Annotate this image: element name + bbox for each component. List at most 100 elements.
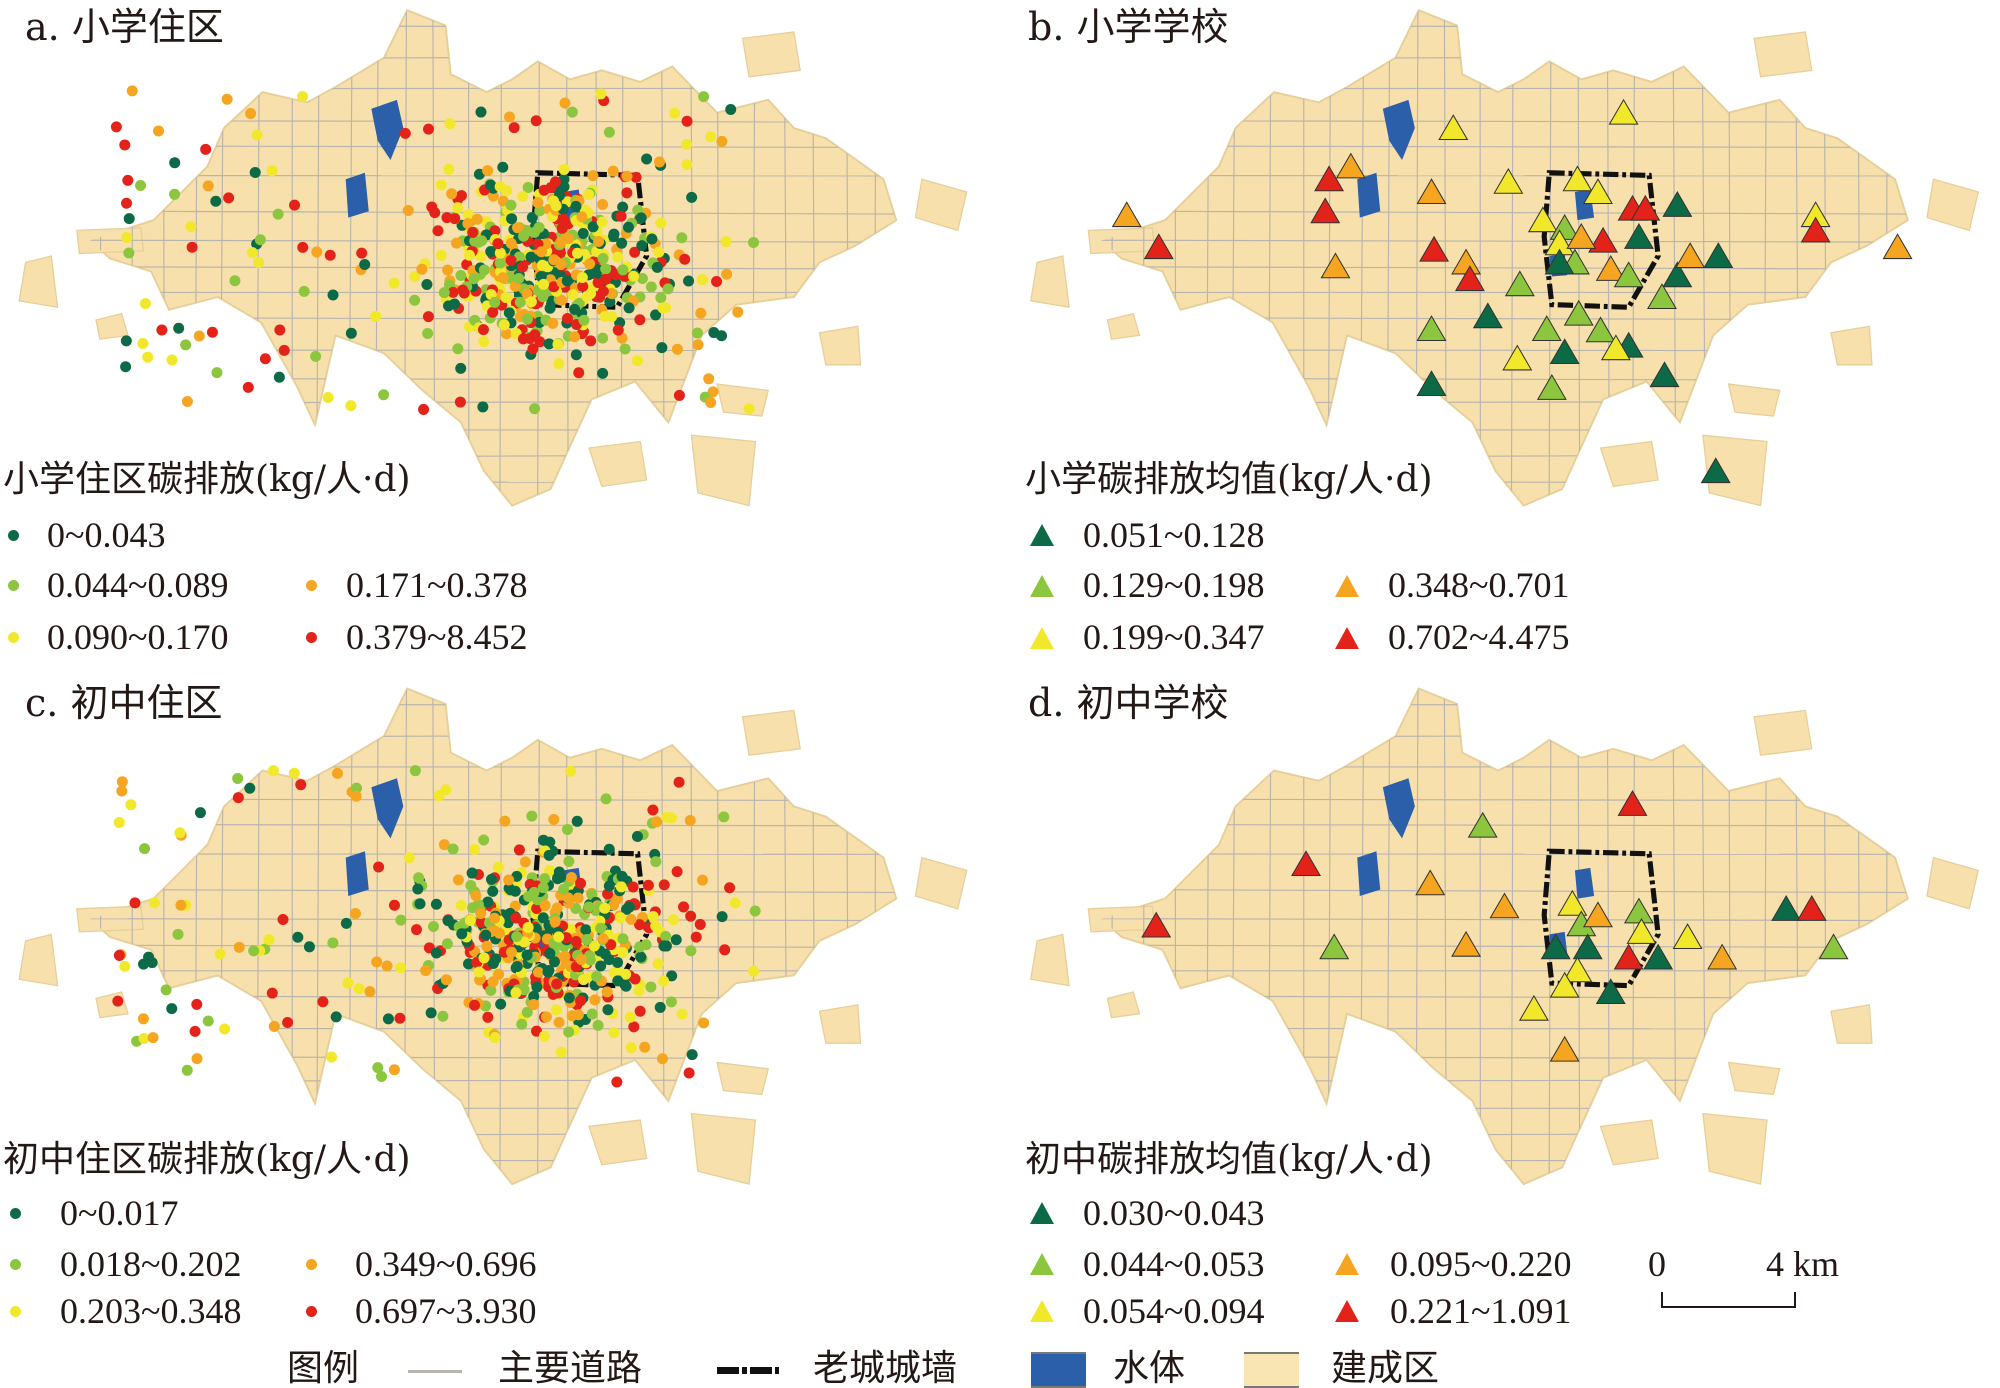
residence-point [432,225,443,236]
legend-a-class-3: 0.090~0.170 [47,619,228,655]
residence-point [655,1002,666,1013]
residence-point [515,297,526,308]
residence-point [493,862,504,873]
built-area-polygon [1729,384,1780,416]
built-area-polygon [1831,326,1872,364]
residence-point [180,339,191,350]
built-area-polygon [19,256,57,307]
residence-point [185,221,196,232]
residence-point [587,170,598,181]
residence-point [250,167,261,178]
residence-point [597,217,608,228]
residence-point [148,1032,159,1043]
residence-point [636,212,647,223]
residence-point [604,881,615,892]
residence-point [538,882,549,893]
residence-point [370,311,381,322]
residence-point [119,139,130,150]
residence-point [716,136,727,147]
residence-point [426,201,437,212]
residence-point [681,159,692,170]
residence-point [545,182,556,193]
residence-point [492,238,503,249]
built-area-polygon [1108,314,1140,340]
residence-point [633,985,644,996]
residence-point [504,307,515,318]
residence-point [559,164,570,175]
residence-point [111,121,122,132]
residence-point [624,302,635,313]
residence-point [465,880,476,891]
built-area-polygon [1754,710,1812,755]
residence-point [117,776,128,787]
residence-point [620,343,631,354]
residence-point [200,144,211,155]
residence-point [192,1053,203,1064]
residence-point [548,195,559,206]
residence-point [244,783,255,794]
residence-point [617,947,628,958]
legend-d-class-1: 0.030~0.043 [1083,1195,1264,1231]
residence-point [478,834,489,845]
residence-point [190,1026,201,1037]
residence-point [537,260,548,271]
residence-point [635,1006,646,1017]
residence-point [583,189,594,200]
residence-point [480,930,491,941]
residence-point [628,271,639,282]
residence-point [598,253,609,264]
residence-point [232,773,243,784]
residence-point [127,85,138,96]
legend-triangle-icon [1335,1253,1359,1275]
residence-point [169,189,180,200]
residence-point [459,287,470,298]
legend-triangle-icon [1030,1253,1054,1275]
residence-point [571,936,582,947]
residence-point [518,231,529,242]
residence-point [559,951,570,962]
residence-point [310,351,321,362]
residence-point [697,875,708,886]
built-area-polygon [691,1114,755,1184]
residence-point [559,98,570,109]
legend-dot-icon [10,1208,21,1219]
residence-point [669,108,680,119]
residence-point [373,862,384,873]
residence-point [114,817,125,828]
residence-point [668,914,679,925]
residence-point [581,934,592,945]
residence-point [323,392,334,403]
residence-point [587,1009,598,1020]
residence-point [456,190,467,201]
residence-point [252,129,263,140]
legend-water-label: 水体 [1113,1350,1185,1386]
residence-point [282,1017,293,1028]
residence-point [120,361,131,372]
residence-point [222,94,233,105]
built-area-polygon [19,934,57,985]
residence-point [552,339,563,350]
residence-point [651,816,662,827]
residence-point [564,992,575,1003]
residence-point [149,897,160,908]
water-body [1357,851,1380,896]
residence-point [495,258,506,269]
residence-point [563,856,574,867]
built-area-swatch-icon [1244,1352,1299,1388]
residence-point [268,765,279,776]
residence-point [364,986,375,997]
residence-point [639,1042,650,1053]
residence-point [711,276,722,287]
legend-triangle-icon [1030,524,1054,546]
residence-point [555,237,566,248]
map-panel-b [1012,0,1985,512]
residence-point [717,911,728,922]
residence-point [604,127,615,138]
residence-point [278,914,289,925]
residence-point [395,915,406,926]
residence-point [648,911,659,922]
residence-point [456,900,467,911]
residence-point [487,886,498,897]
residence-point [500,292,511,303]
residence-point [389,1064,400,1075]
